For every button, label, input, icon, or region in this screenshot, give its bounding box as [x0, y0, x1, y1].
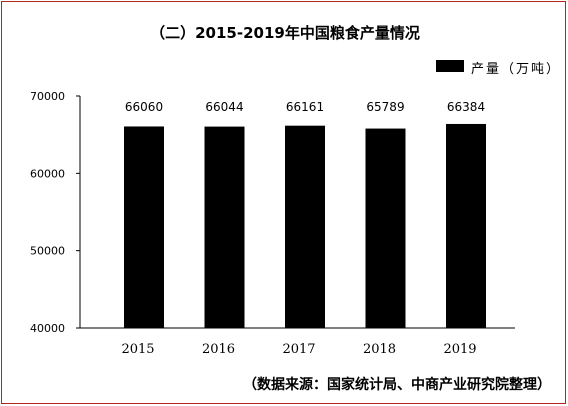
data-label: 66060: [125, 100, 163, 114]
data-label: 66161: [286, 100, 324, 114]
legend-swatch: [436, 60, 464, 72]
bar: [365, 128, 406, 328]
bar: [124, 126, 164, 328]
y-tick-label: 40000: [30, 322, 65, 335]
bar: [204, 126, 245, 328]
x-tick-label: 2017: [282, 342, 315, 357]
data-label: 65789: [366, 100, 404, 114]
x-tick-label: 2016: [202, 342, 235, 357]
bar: [446, 123, 486, 328]
y-tick-label: 60000: [30, 167, 65, 180]
x-tick-label: 2019: [443, 342, 476, 357]
x-tick-label: 2018: [363, 342, 396, 357]
y-tick-label: 70000: [30, 90, 65, 103]
data-label: 66044: [205, 100, 243, 114]
bar: [285, 125, 325, 328]
source-note: （数据来源：国家统计局、中商产业研究院整理）: [243, 377, 551, 393]
data-label: 66384: [447, 100, 485, 114]
chart-title: （二）2015-2019年中国粮食产量情况: [150, 24, 420, 42]
legend-label: 产量（万吨）: [471, 62, 562, 77]
y-tick-label: 50000: [30, 245, 65, 258]
x-tick-label: 2015: [121, 342, 154, 357]
